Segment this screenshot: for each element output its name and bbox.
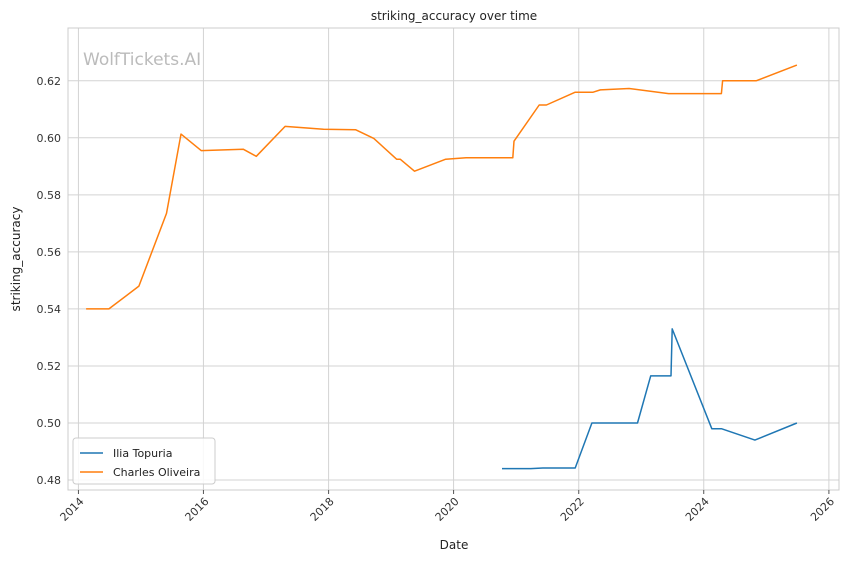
legend-label-charles-oliveira: Charles Oliveira <box>113 466 200 479</box>
y-tick-label: 0.48 <box>37 474 62 487</box>
y-axis-label: striking_accuracy <box>9 207 23 312</box>
chart-title: striking_accuracy over time <box>371 9 537 23</box>
y-tick-label: 0.60 <box>37 132 62 145</box>
y-tick-label: 0.50 <box>37 417 62 430</box>
x-axis-label: Date <box>440 538 469 552</box>
y-tick-label: 0.58 <box>37 189 62 202</box>
y-tick-label: 0.56 <box>37 246 62 259</box>
legend: Ilia Topuria Charles Oliveira <box>72 437 216 485</box>
legend-label-ilia-topuria: Ilia Topuria <box>113 447 172 460</box>
legend-box <box>72 437 216 485</box>
series-line-charles-oliveira <box>86 64 798 310</box>
y-tick-label: 0.52 <box>37 360 62 373</box>
series-line-ilia-topuria <box>502 328 798 470</box>
series-lines <box>86 64 798 470</box>
watermark: WolfTickets.AI <box>83 50 201 70</box>
y-tick-label: 0.62 <box>37 75 62 88</box>
y-tick-label: 0.54 <box>37 303 62 316</box>
y-tick-labels: 0.48 0.50 0.52 0.54 0.56 0.58 0.60 0.62 <box>37 75 62 487</box>
